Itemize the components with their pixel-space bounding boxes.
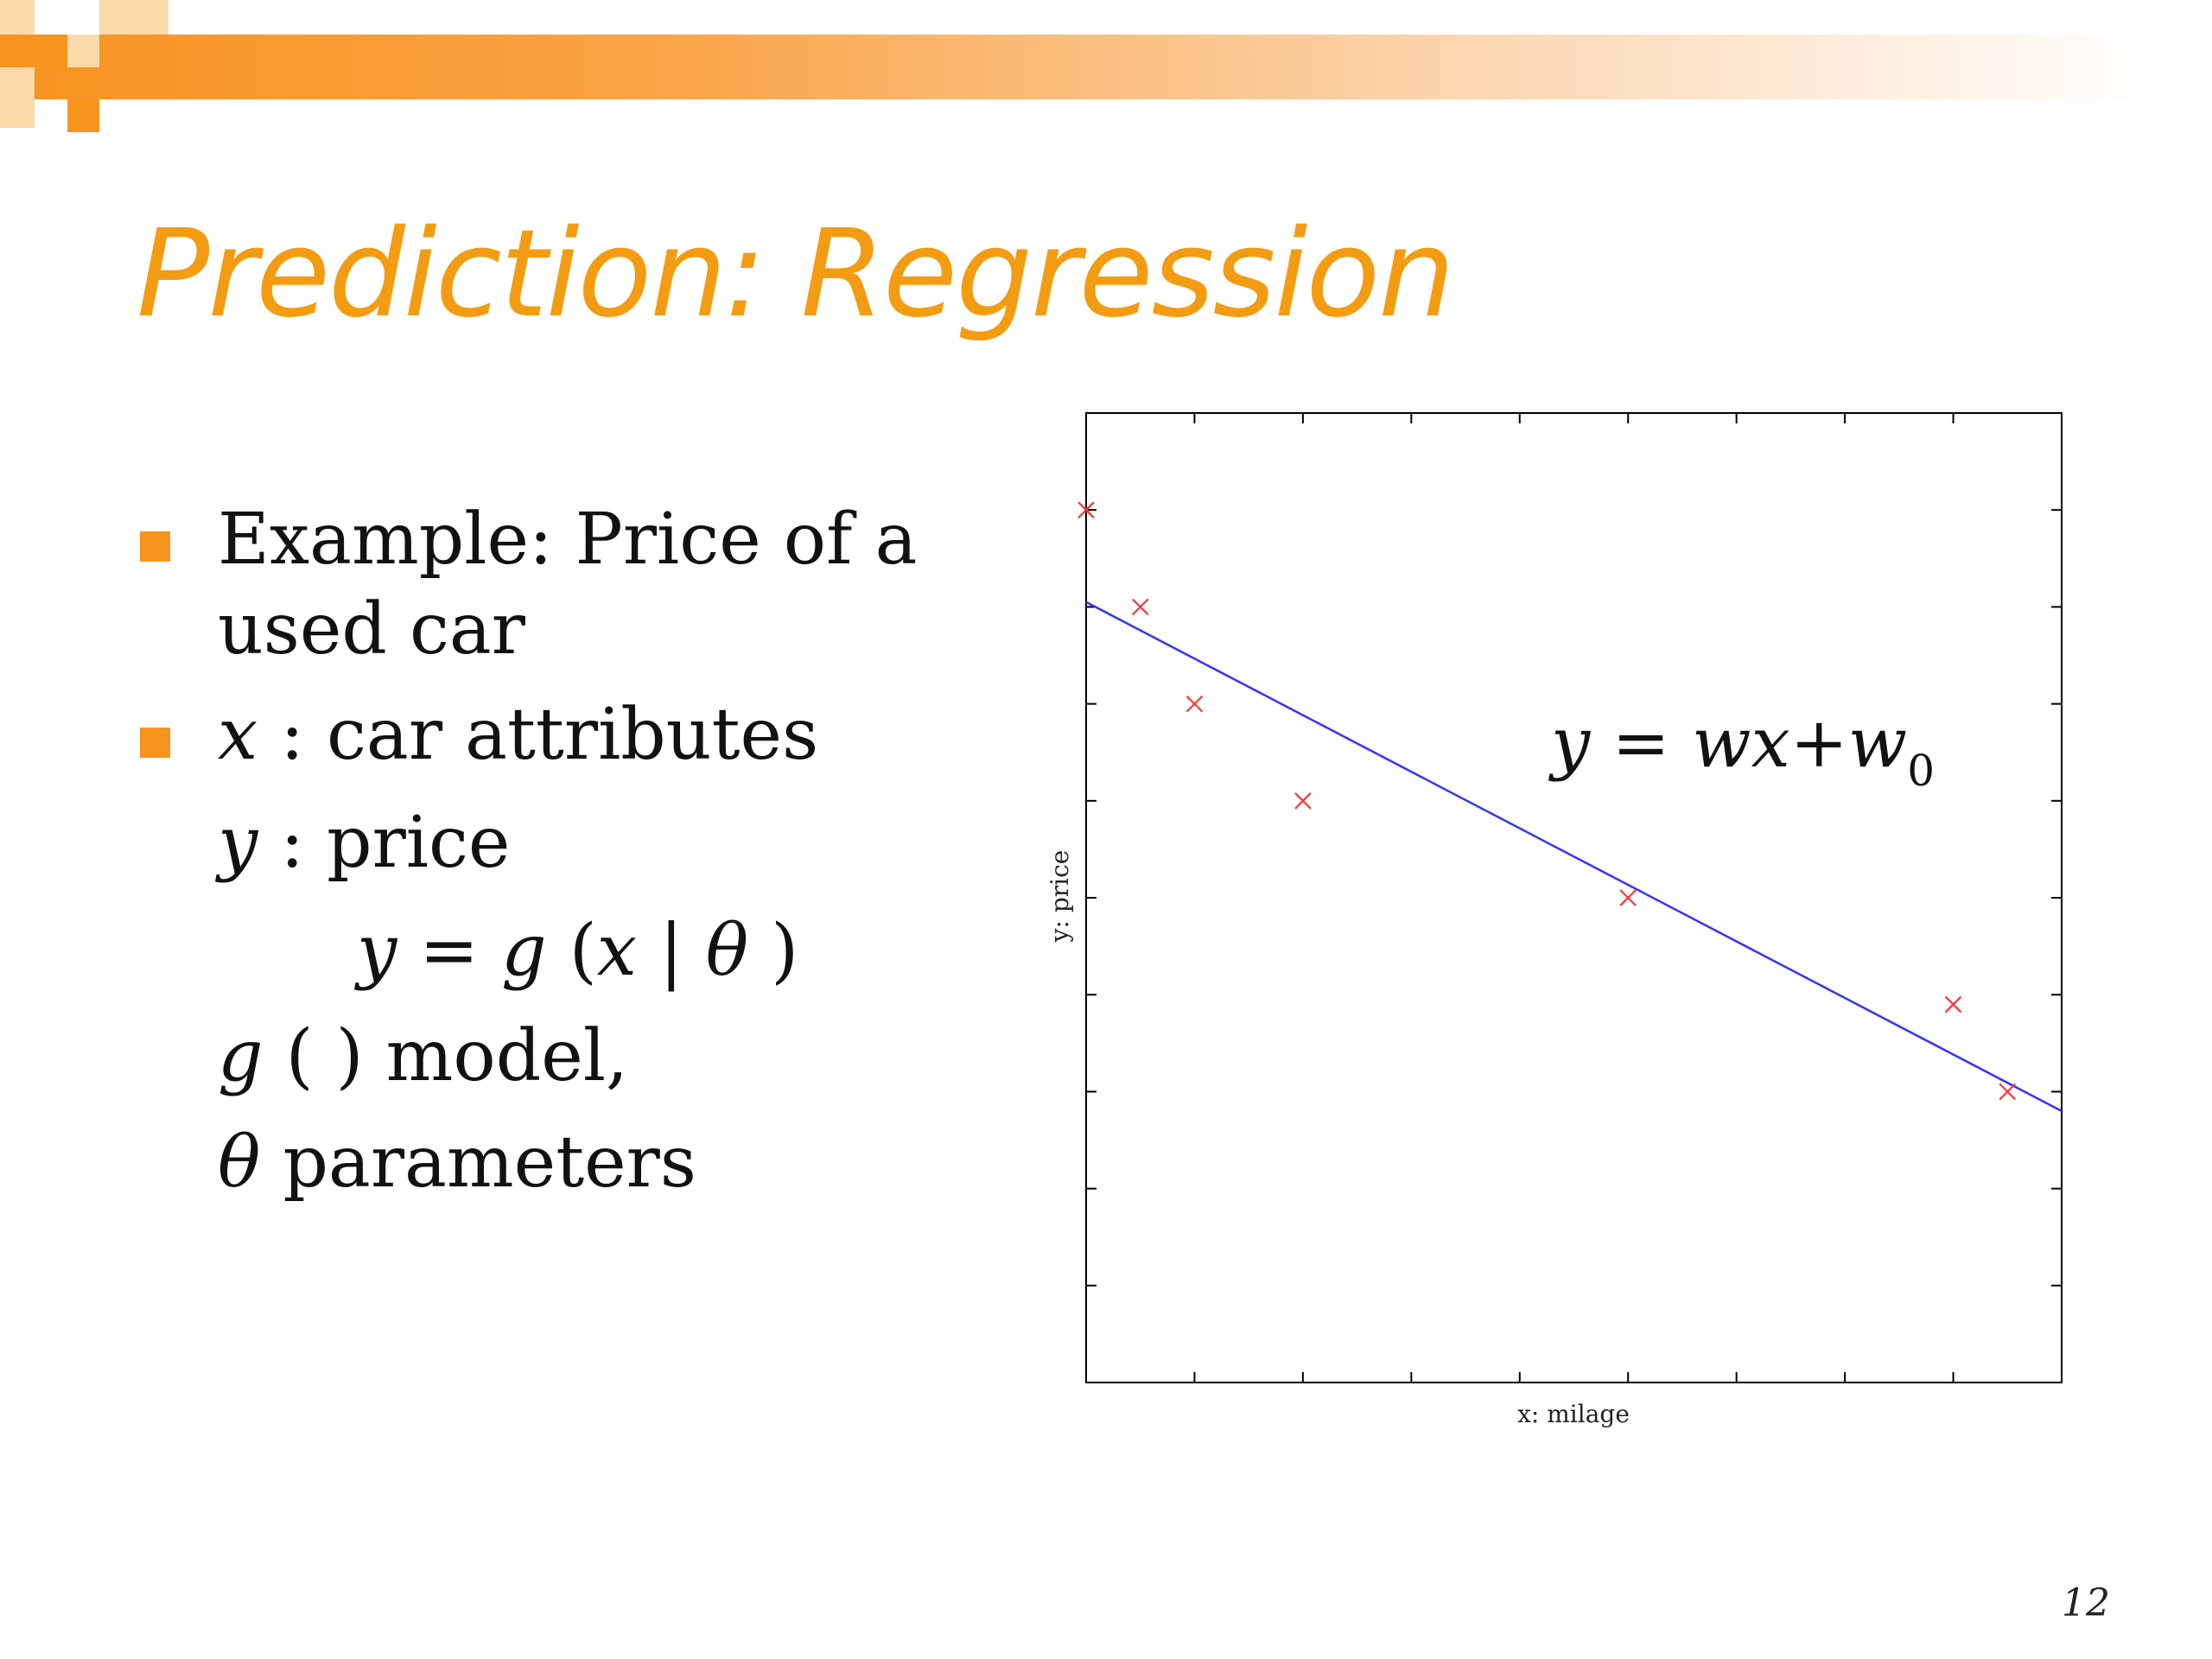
eq-subscript: 0 (1907, 746, 1935, 796)
eq-part: x (1751, 702, 1790, 783)
eq-part: + (1790, 702, 1848, 783)
text-span: | (636, 910, 706, 992)
header-square (0, 67, 35, 128)
text-span: ) (748, 910, 799, 992)
text-span: ( ) model, (263, 1015, 629, 1097)
text-span: : car attributes (257, 694, 819, 776)
data-point (1185, 695, 1204, 713)
marker-stroke (1944, 995, 1962, 1014)
math-symbol: g (218, 1015, 264, 1097)
data-points (1077, 501, 2017, 1101)
slide-title: Prediction: Regression (137, 204, 1455, 345)
header-gradient-bar (0, 35, 2160, 99)
bullet-text: x : car attributes (218, 700, 818, 771)
text-span: : price (257, 802, 511, 884)
marker-stroke (1294, 792, 1312, 810)
body-line: y : price (218, 808, 510, 879)
header-square (35, 35, 67, 67)
header-square (99, 0, 168, 35)
marker-stroke (1185, 695, 1204, 713)
eq-part: w (1848, 702, 1907, 783)
math-symbol: x (596, 910, 637, 992)
data-point (1944, 995, 1962, 1014)
bullet-text: used car (218, 588, 525, 671)
eq-part: w (1692, 702, 1751, 783)
eq-part: = (1590, 702, 1692, 783)
regression-equation: y = wx+w0 (1548, 702, 1935, 796)
eq-part: y (1548, 702, 1592, 783)
math-symbol: x (218, 694, 258, 776)
plot-frame (1085, 412, 2063, 1383)
body-line: g ( ) model, (218, 1021, 628, 1092)
marker-stroke (1131, 598, 1149, 616)
page-number: 12 (2062, 1581, 2110, 1625)
data-point (1294, 792, 1312, 810)
regression-line (1085, 601, 2063, 1112)
header-square (67, 99, 99, 132)
bullet-marker (140, 531, 170, 562)
bullet-marker (140, 728, 170, 758)
marker-stroke (1619, 889, 1637, 906)
math-symbol: y (357, 910, 397, 992)
math-symbol: θ (705, 910, 749, 992)
text-span: ( (546, 910, 597, 992)
bullet-text: Example: Price of a (218, 499, 918, 581)
data-point (1131, 598, 1149, 616)
data-point (1619, 889, 1637, 906)
data-point (1999, 1083, 2017, 1101)
math-symbol: y (218, 802, 258, 884)
model-equation: y = g (x | θ ) (357, 916, 798, 987)
y-axis-label: y: price (1046, 850, 1074, 944)
marker-stroke (1077, 501, 1095, 518)
text-span: parameters (260, 1122, 696, 1204)
body-line: θ parameters (218, 1128, 696, 1198)
text-span: = (397, 910, 502, 992)
axis-ticks (1086, 413, 2062, 1382)
marker-stroke (1999, 1083, 2017, 1101)
math-symbol: g (501, 910, 547, 992)
data-point (1077, 501, 1095, 518)
header-square (0, 0, 35, 35)
header-square (67, 35, 99, 67)
x-axis-label: x: milage (1517, 1400, 1630, 1428)
math-symbol: θ (218, 1122, 261, 1204)
